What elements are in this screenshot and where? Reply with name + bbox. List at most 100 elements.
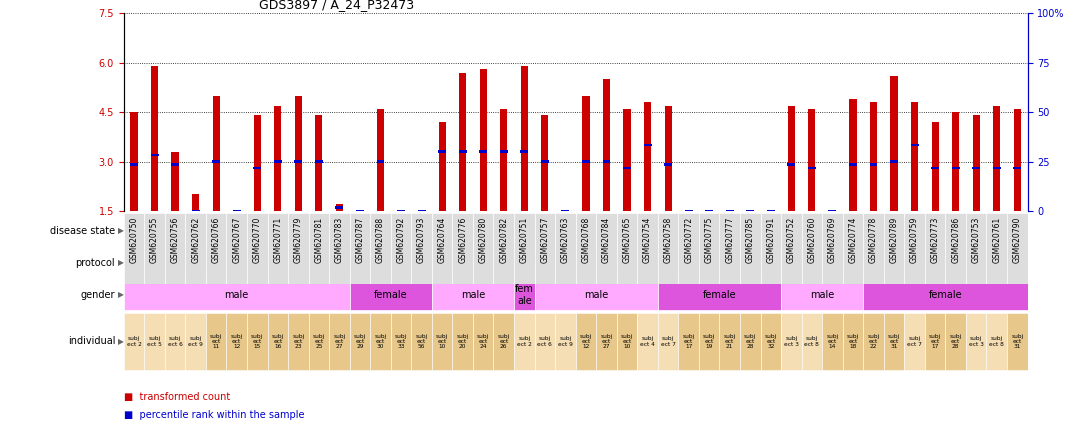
Text: GSM620769: GSM620769 (827, 217, 837, 263)
Text: subj
ect
14: subj ect 14 (826, 333, 838, 349)
Bar (891, 76, 897, 211)
Text: GSM620754: GSM620754 (643, 217, 652, 263)
Text: individual: individual (68, 337, 115, 346)
Text: GSM620750: GSM620750 (129, 217, 139, 263)
Text: GSM620756: GSM620756 (171, 217, 180, 263)
Text: subj
ect
27: subj ect 27 (600, 333, 612, 349)
Text: subj
ect
19: subj ect 19 (703, 333, 716, 349)
Bar (932, 122, 938, 211)
Text: subj
ect
18: subj ect 18 (847, 333, 859, 349)
Bar (494, 213, 514, 284)
Text: subj
ect
56: subj ect 56 (415, 333, 428, 349)
Text: subj
ect 6: subj ect 6 (168, 336, 183, 347)
Bar (309, 213, 329, 284)
Bar (761, 313, 781, 369)
Bar (514, 213, 535, 284)
Bar (808, 167, 816, 170)
Text: subj
ect
26: subj ect 26 (497, 333, 510, 349)
Bar (869, 163, 877, 166)
Bar (288, 213, 309, 284)
Bar (350, 313, 370, 369)
Text: GSM620777: GSM620777 (725, 217, 734, 263)
Bar (843, 313, 863, 369)
Bar (699, 313, 720, 369)
Text: GSM620767: GSM620767 (232, 217, 241, 263)
Bar (582, 95, 590, 211)
Bar (535, 313, 555, 369)
Bar (699, 213, 720, 284)
Bar (295, 160, 302, 163)
Bar (535, 213, 555, 284)
Text: GSM620757: GSM620757 (540, 217, 550, 263)
Bar (883, 313, 904, 369)
Text: subj
ect 9: subj ect 9 (558, 336, 572, 347)
Text: subj
ect
25: subj ect 25 (313, 333, 325, 349)
Bar (494, 313, 514, 369)
Bar (925, 313, 946, 369)
Bar (514, 279, 535, 310)
Bar (617, 216, 1028, 246)
Bar (890, 160, 898, 163)
Bar (767, 210, 775, 212)
Text: GSM620764: GSM620764 (438, 217, 447, 263)
Bar (643, 102, 651, 211)
Text: subj
ect
12: subj ect 12 (230, 333, 243, 349)
Bar (329, 213, 350, 284)
Bar (623, 109, 631, 211)
Bar (226, 213, 247, 284)
Bar (151, 154, 158, 156)
Bar (740, 213, 761, 284)
Bar (212, 160, 221, 163)
Text: GSM620773: GSM620773 (931, 217, 939, 263)
Text: subj
ect 7: subj ect 7 (661, 336, 676, 347)
Text: female: female (929, 290, 962, 300)
Text: after high red meat diet: after high red meat diet (428, 258, 538, 267)
Bar (931, 167, 939, 170)
Text: subj
ect
28: subj ect 28 (745, 333, 756, 349)
Bar (431, 213, 452, 284)
Text: before high red meat diet: before high red meat diet (220, 258, 336, 267)
Text: subj
ect
30: subj ect 30 (374, 333, 386, 349)
Text: subj
ect
11: subj ect 11 (210, 333, 223, 349)
Text: GSM620789: GSM620789 (890, 217, 898, 263)
Bar (603, 160, 610, 163)
Bar (254, 115, 260, 211)
Text: GSM620775: GSM620775 (705, 217, 713, 263)
Bar (678, 313, 699, 369)
Bar (740, 313, 761, 369)
Bar (268, 213, 288, 284)
Text: GSM620786: GSM620786 (951, 217, 960, 263)
Text: GSM620766: GSM620766 (212, 217, 221, 263)
Text: subj
ect 3: subj ect 3 (784, 336, 798, 347)
Bar (678, 213, 699, 284)
Bar (788, 163, 795, 166)
Bar (192, 210, 199, 212)
Text: before high red meat diet: before high red meat diet (599, 258, 717, 267)
Bar (473, 313, 494, 369)
Bar (761, 213, 781, 284)
Bar (130, 163, 138, 166)
Bar (623, 167, 631, 170)
Bar (521, 151, 528, 153)
Text: GSM620793: GSM620793 (417, 217, 426, 263)
Bar (439, 122, 445, 211)
Text: subj
ect
10: subj ect 10 (621, 333, 633, 349)
Bar (226, 313, 247, 369)
Text: GSM620772: GSM620772 (684, 217, 693, 263)
Bar (946, 213, 966, 284)
Text: subj
ect 6: subj ect 6 (538, 336, 552, 347)
Text: GSM620780: GSM620780 (479, 217, 487, 263)
Text: GSM620755: GSM620755 (150, 217, 159, 263)
Bar (617, 213, 637, 284)
Bar (514, 313, 535, 369)
Bar (843, 213, 863, 284)
Bar (863, 213, 883, 284)
Bar (185, 213, 206, 284)
Bar (829, 210, 836, 212)
Bar (788, 106, 795, 211)
Bar (910, 144, 919, 147)
Bar (1007, 213, 1028, 284)
Bar (458, 151, 467, 153)
Text: subj
ect
10: subj ect 10 (436, 333, 449, 349)
Bar (206, 313, 226, 369)
